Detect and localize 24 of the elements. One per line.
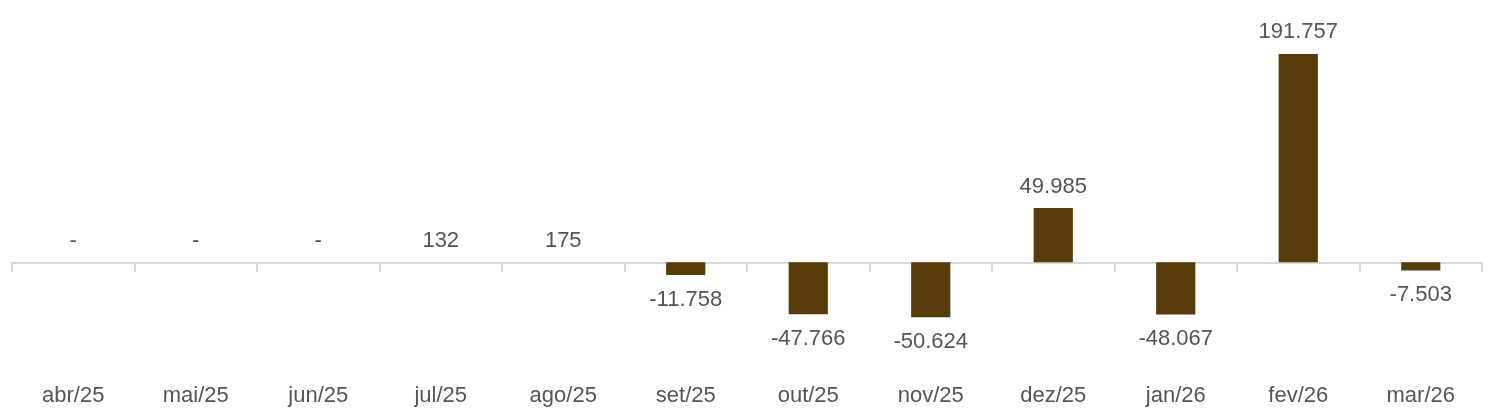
data-label: - [314,226,322,252]
data-label: -48.067 [1138,325,1214,351]
data-label: - [69,226,77,252]
x-tick-label: ago/25 [529,381,597,407]
x-tick-label: mar/26 [1386,381,1455,407]
x-tick-label: dez/25 [1020,381,1087,407]
x-tick-label: fev/26 [1268,381,1329,407]
data-label: 132 [422,226,460,252]
data-label: -47.766 [770,324,846,350]
data-label: 191.757 [1258,18,1339,44]
x-tick-label: set/25 [655,381,716,407]
data-label: -7.503 [1389,280,1452,306]
data-label: -11.758 [649,285,723,311]
x-tick-label: jun/25 [287,381,349,407]
data-label: 175 [544,226,582,252]
data-label: 49.985 [1019,172,1087,198]
x-tick-label: abr/25 [42,381,105,407]
x-tick-label: jul/25 [413,381,468,407]
data-label: - [192,226,200,252]
x-tick-label: jan/26 [1144,381,1206,407]
x-tick-label: nov/25 [897,381,964,407]
x-tick-label: out/25 [777,381,839,407]
data-label: -50.624 [893,327,969,353]
x-tick-label: mai/25 [162,381,229,407]
